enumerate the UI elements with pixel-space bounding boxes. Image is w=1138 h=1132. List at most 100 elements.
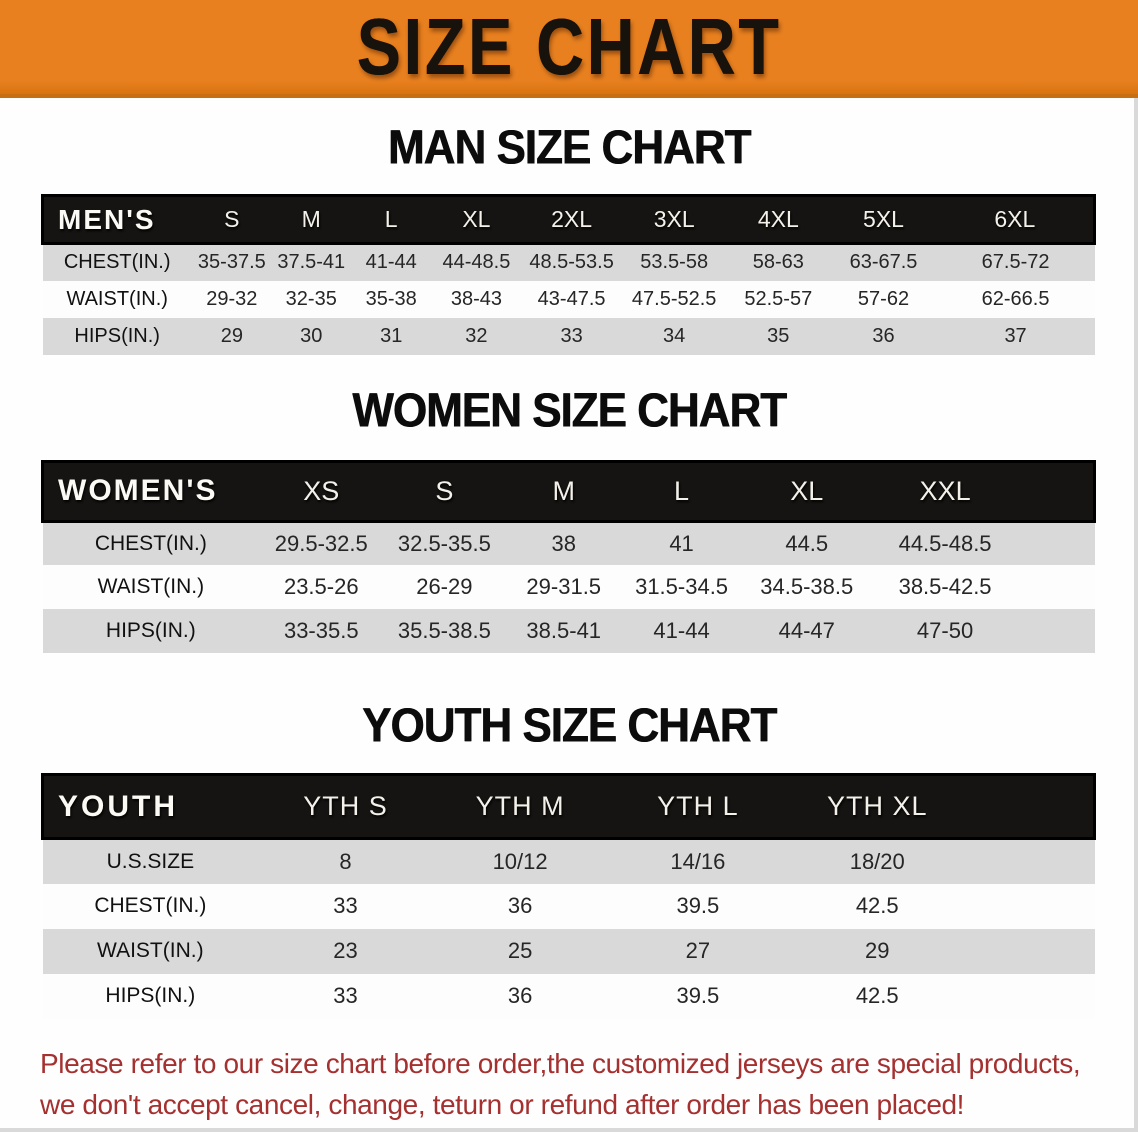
measurement-value: 52.5-57 xyxy=(744,287,813,310)
measurement-value: 29 xyxy=(220,324,243,347)
measurement-value: 38.5-41 xyxy=(526,618,602,643)
size-column-header: M xyxy=(505,459,623,523)
measurement-value: 42.5 xyxy=(855,893,899,918)
table-group-label: WOMEN'S xyxy=(41,459,260,523)
measurement-value: 8 xyxy=(339,848,352,874)
measurement-value: 35 xyxy=(767,324,790,347)
women-table-header-row: WOMEN'S XS S M L XL XXL xyxy=(41,459,1096,523)
disclaimer-line-1: Please refer to our size chart before or… xyxy=(40,1047,1081,1079)
women-size-table: WOMEN'S XS S M L XL XXL CHEST(IN.) 29.5-32.5 32.… xyxy=(41,459,1096,653)
measurement-label: WAIST(IN.) xyxy=(66,287,168,310)
size-column-header: 6XL xyxy=(936,194,1096,245)
size-column-header: YTH XL xyxy=(788,773,967,840)
spacer-cell xyxy=(1018,521,1095,565)
size-column-header: XS xyxy=(259,459,384,523)
size-column-header: XXL xyxy=(872,459,1018,523)
measurement-row: CHEST(IN.) 35-37.5 37.5-41 41-44 44-48.5 48.5… xyxy=(42,243,1095,281)
measurement-value: 63-67.5 xyxy=(849,251,918,274)
measurement-label: CHEST(IN.) xyxy=(63,251,171,274)
measurement-label: WAIST(IN.) xyxy=(97,939,204,962)
women-size-section: WOMEN SIZE CHART WOMEN'S XS S M L XL XXL CHEST… xyxy=(0,383,1138,653)
table-group-label: YOUTH xyxy=(41,773,259,840)
measurement-value: 44.5-48.5 xyxy=(898,530,992,556)
measurement-row: HIPS(IN.) 33 36 39.5 42.5 xyxy=(42,973,1095,1019)
measurement-value: 35-38 xyxy=(365,287,417,310)
measurement-value: 32.5-35.5 xyxy=(397,530,491,556)
size-column-header: L xyxy=(622,459,741,523)
men-size-table: MEN'S S M L XL 2XL 3XL 4XL 5XL 6XL CHEST(IN.) 35-3… xyxy=(40,194,1096,355)
measurement-value: 35.5-38.5 xyxy=(397,618,491,643)
measurement-label: HIPS(IN.) xyxy=(74,324,160,347)
measurement-value: 42.5 xyxy=(855,983,899,1008)
measurement-value: 33 xyxy=(333,893,358,918)
men-table-header-row: MEN'S S M L XL 2XL 3XL 4XL 5XL 6XL xyxy=(40,194,1096,245)
banner: SIZE CHART xyxy=(0,0,1138,98)
size-column-header: 5XL xyxy=(830,194,937,245)
size-column-header: S xyxy=(191,194,272,245)
measurement-value: 47.5-52.5 xyxy=(631,287,717,310)
measurement-value: 44.5 xyxy=(785,530,829,556)
measurement-label: HIPS(IN.) xyxy=(105,984,196,1007)
measurement-row: CHEST(IN.) 33 36 39.5 42.5 xyxy=(42,883,1095,929)
measurement-value: 57-62 xyxy=(857,287,910,310)
measurement-value: 36 xyxy=(507,983,533,1008)
measurement-label: CHEST(IN.) xyxy=(94,531,207,555)
size-column-header: YTH S xyxy=(258,773,433,840)
measurement-label: U.S.SIZE xyxy=(106,849,195,873)
measurement-value: 36 xyxy=(872,324,895,347)
size-column-header: YTH M xyxy=(432,773,608,840)
measurement-value: 39.5 xyxy=(676,983,720,1008)
spacer-cell xyxy=(966,839,1094,884)
measurement-value: 18/20 xyxy=(849,848,905,874)
youth-size-table: YOUTH YTH S YTH M YTH L YTH XL U.S.SIZE 8 10/1… xyxy=(41,773,1097,1019)
measurement-value: 33 xyxy=(560,324,583,347)
measurement-value: 14/16 xyxy=(670,848,726,874)
measurement-row: HIPS(IN.) 33-35.5 35.5-38.5 38.5-41 41-44 44-… xyxy=(42,609,1095,653)
measurement-row: CHEST(IN.) 29.5-32.5 32.5-35.5 38 41 44.5 44.5… xyxy=(42,521,1095,565)
disclaimer-line-2: we don't accept cancel, change, teturn o… xyxy=(40,1088,965,1120)
measurement-value: 47-50 xyxy=(916,618,974,643)
measurement-value: 29 xyxy=(864,938,890,963)
measurement-row: WAIST(IN.) 23 25 27 29 xyxy=(42,928,1095,974)
spacer-cell xyxy=(966,929,1094,974)
size-column-header: YTH L xyxy=(607,773,789,840)
measurement-value: 26-29 xyxy=(416,574,473,599)
men-section-heading: MAN SIZE CHART xyxy=(387,120,751,175)
measurement-value: 37 xyxy=(1004,324,1027,347)
measurement-value: 41 xyxy=(669,530,694,556)
measurement-value: 32 xyxy=(465,324,488,347)
youth-section-heading: YOUTH SIZE CHART xyxy=(361,698,777,753)
measurement-value: 44-47 xyxy=(778,618,835,643)
measurement-value: 27 xyxy=(685,938,711,963)
spacer-cell xyxy=(966,884,1094,929)
spacer-cell xyxy=(1017,459,1096,523)
measurement-value: 62-66.5 xyxy=(981,287,1050,310)
measurement-value: 35-37.5 xyxy=(197,251,266,274)
measurement-value: 41-44 xyxy=(365,251,417,274)
measurement-row: U.S.SIZE 8 10/12 14/16 18/20 xyxy=(42,838,1095,884)
table-group-label: MEN'S xyxy=(40,194,192,245)
measurement-value: 38.5-42.5 xyxy=(898,574,992,599)
measurement-value: 23.5-26 xyxy=(283,574,359,599)
measurement-value: 36 xyxy=(507,893,533,918)
spacer-cell xyxy=(966,974,1094,1019)
measurement-value: 38-43 xyxy=(450,287,502,310)
size-column-header: 3XL xyxy=(622,194,727,245)
disclaimer: Please refer to our size chart before or… xyxy=(40,1043,1138,1125)
size-column-header: S xyxy=(383,459,506,523)
size-column-header: XL xyxy=(741,459,873,523)
measurement-value: 33 xyxy=(333,983,358,1008)
measurement-value: 38 xyxy=(551,530,576,556)
measurement-value: 58-63 xyxy=(752,251,804,274)
youth-table-header-row: YOUTH YTH S YTH M YTH L YTH XL xyxy=(41,773,1097,840)
size-column-header: M xyxy=(271,194,351,245)
size-column-header: L xyxy=(350,194,432,245)
women-section-heading: WOMEN SIZE CHART xyxy=(352,383,787,437)
measurement-row: HIPS(IN.) 29 30 31 32 33 34 35 36 37 xyxy=(42,317,1095,355)
size-column-header: 2XL xyxy=(521,194,623,245)
measurement-value: 29-31.5 xyxy=(526,574,602,599)
measurement-value: 10/12 xyxy=(492,848,548,874)
measurement-label: HIPS(IN.) xyxy=(105,619,196,642)
measurement-value: 53.5-58 xyxy=(640,251,709,274)
